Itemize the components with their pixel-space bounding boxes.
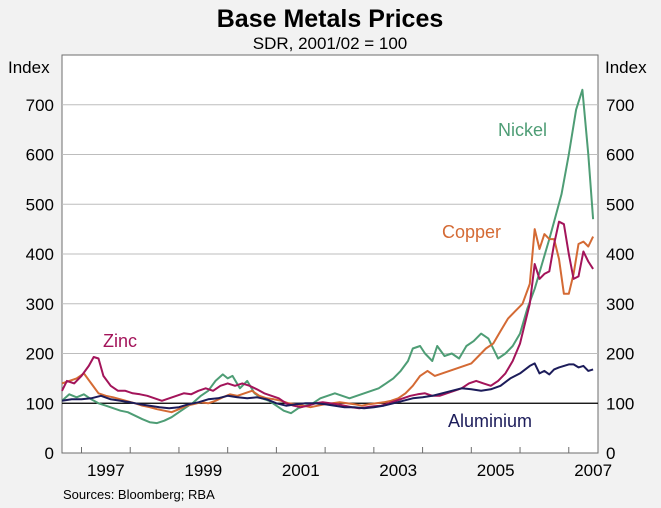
y-tick-right-100: 100 — [606, 394, 634, 413]
x-tick-1999: 1999 — [184, 461, 222, 480]
y-tick-left-400: 400 — [26, 245, 54, 264]
y-tick-right-400: 400 — [606, 245, 634, 264]
chart-title: Base Metals Prices — [217, 5, 444, 33]
series-label-aluminium: Aluminium — [448, 411, 532, 431]
source-note: Sources: Bloomberg; RBA — [63, 487, 215, 502]
y-tick-left-200: 200 — [26, 345, 54, 364]
y-tick-left-600: 600 — [26, 146, 54, 165]
y-tick-right-300: 300 — [606, 295, 634, 314]
y-tick-right-200: 200 — [606, 345, 634, 364]
series-label-zinc: Zinc — [103, 331, 137, 351]
series-label-copper: Copper — [442, 222, 501, 242]
y-tick-left-300: 300 — [26, 295, 54, 314]
series-line-zinc — [61, 220, 594, 410]
chart-subtitle: SDR, 2001/02 = 100 — [253, 34, 408, 53]
x-tick-2003: 2003 — [379, 461, 417, 480]
series-line-copper — [61, 228, 594, 414]
x-tick-1997: 1997 — [87, 461, 125, 480]
series-line-nickel — [61, 88, 595, 425]
y-tick-left-500: 500 — [26, 195, 54, 214]
x-tick-2007: 2007 — [574, 461, 612, 480]
series-label-nickel: Nickel — [498, 120, 547, 140]
y-tick-right-0: 0 — [606, 444, 615, 463]
y-tick-right-700: 700 — [606, 96, 634, 115]
x-tick-2001: 2001 — [282, 461, 320, 480]
series-line-aluminium — [61, 362, 594, 410]
y-axis-label-left: Index — [8, 58, 50, 77]
y-tick-left-700: 700 — [26, 96, 54, 115]
y-axis-label-right: Index — [605, 58, 647, 77]
y-tick-right-500: 500 — [606, 195, 634, 214]
y-tick-left-100: 100 — [26, 394, 54, 413]
x-tick-2005: 2005 — [477, 461, 515, 480]
y-tick-right-600: 600 — [606, 146, 634, 165]
y-tick-left-0: 0 — [45, 444, 54, 463]
